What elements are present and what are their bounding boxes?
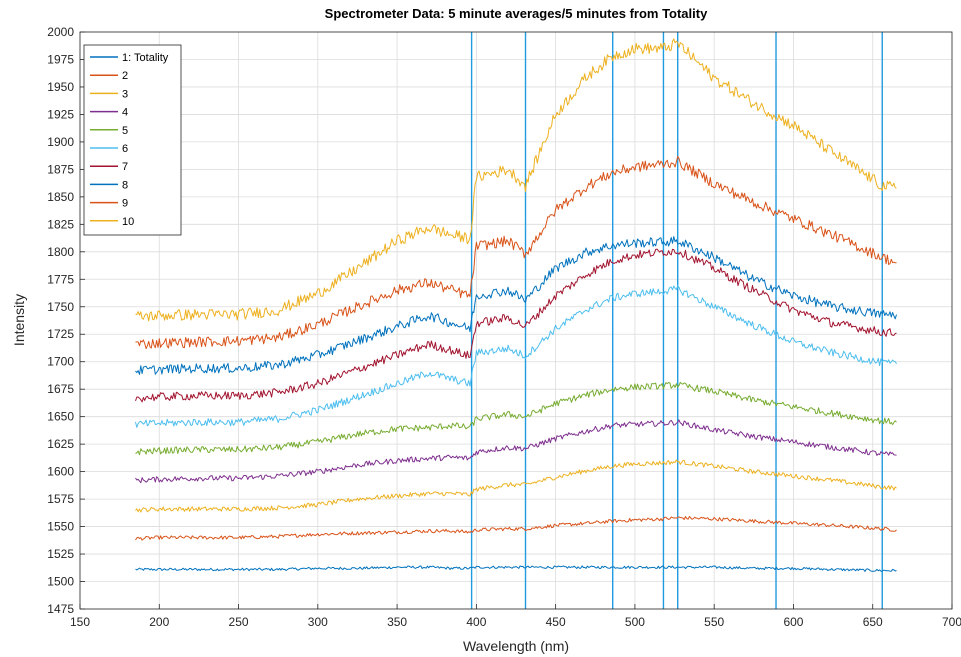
legend-label: 9 (122, 198, 128, 210)
x-tick-label: 450 (546, 615, 566, 629)
series-line-1 (135, 565, 897, 572)
y-tick-label: 1725 (47, 327, 74, 341)
legend-label: 5 (122, 125, 128, 137)
series-lines (135, 38, 897, 572)
y-tick-label: 1950 (47, 80, 74, 94)
y-tick-label: 1650 (47, 410, 74, 424)
y-tick-label: 1975 (47, 52, 74, 66)
series-line-5 (135, 381, 897, 456)
legend-box (83, 44, 182, 236)
legend-label: 3 (122, 88, 128, 100)
legend-label: 2 (122, 70, 128, 82)
y-axis-ticks: 1475 1500 1525 1550 1575 1600 1625 1650 1675 1700… (47, 25, 85, 616)
series-line-9 (135, 155, 897, 350)
legend-label: 7 (122, 161, 128, 173)
y-tick-label: 1800 (47, 245, 74, 259)
x-tick-label: 600 (783, 615, 803, 629)
x-tick-label: 300 (308, 615, 328, 629)
y-tick-label: 2000 (47, 25, 74, 39)
y-tick-label: 1925 (47, 107, 74, 121)
x-tick-label: 700 (942, 615, 961, 629)
y-tick-label: 1875 (47, 162, 74, 176)
plot-frame (79, 31, 953, 610)
legend: 1: Totality 2 3 4 5 6 7 8 9 10 (83, 44, 182, 236)
x-tick-label: 550 (704, 615, 724, 629)
y-tick-label: 1525 (47, 547, 74, 561)
x-tick-label: 350 (387, 615, 407, 629)
y-axis-title: Intensity (11, 294, 27, 346)
grid-lines (79, 31, 953, 610)
y-tick-label: 1575 (47, 492, 74, 506)
legend-label: 10 (122, 216, 134, 228)
x-tick-label: 500 (625, 615, 645, 629)
series-line-3 (135, 459, 897, 513)
y-tick-label: 1675 (47, 382, 74, 396)
y-tick-label: 1550 (47, 520, 74, 534)
x-axis-title: Wavelength (nm) (463, 638, 569, 654)
x-axis-ticks: 150 200 250 300 350 400 450 500 550 600 650 700 (70, 604, 961, 629)
y-tick-label: 1625 (47, 437, 74, 451)
series-line-8 (135, 236, 897, 375)
series-line-10 (135, 38, 897, 322)
x-tick-label: 650 (863, 615, 883, 629)
y-tick-label: 1500 (47, 575, 74, 589)
y-tick-label: 1750 (47, 300, 74, 314)
y-tick-label: 1600 (47, 465, 74, 479)
y-tick-label: 1900 (47, 135, 74, 149)
y-tick-label: 1700 (47, 355, 74, 369)
series-line-2 (135, 516, 897, 541)
y-tick-label: 1475 (47, 602, 74, 616)
x-tick-label: 150 (70, 615, 90, 629)
x-tick-label: 400 (466, 615, 486, 629)
legend-label: 4 (122, 107, 128, 119)
x-tick-label: 200 (149, 615, 169, 629)
y-tick-label: 1850 (47, 190, 74, 204)
series-line-6 (135, 285, 897, 428)
chart-title: Spectrometer Data: 5 minute averages/5 m… (325, 6, 708, 21)
series-line-7 (135, 248, 897, 403)
legend-label: 1: Totality (122, 52, 169, 64)
legend-label: 6 (122, 143, 128, 155)
x-tick-label: 250 (229, 615, 249, 629)
series-line-4 (135, 419, 897, 484)
y-tick-label: 1825 (47, 217, 74, 231)
legend-label: 8 (122, 179, 128, 191)
y-tick-label: 1775 (47, 272, 74, 286)
